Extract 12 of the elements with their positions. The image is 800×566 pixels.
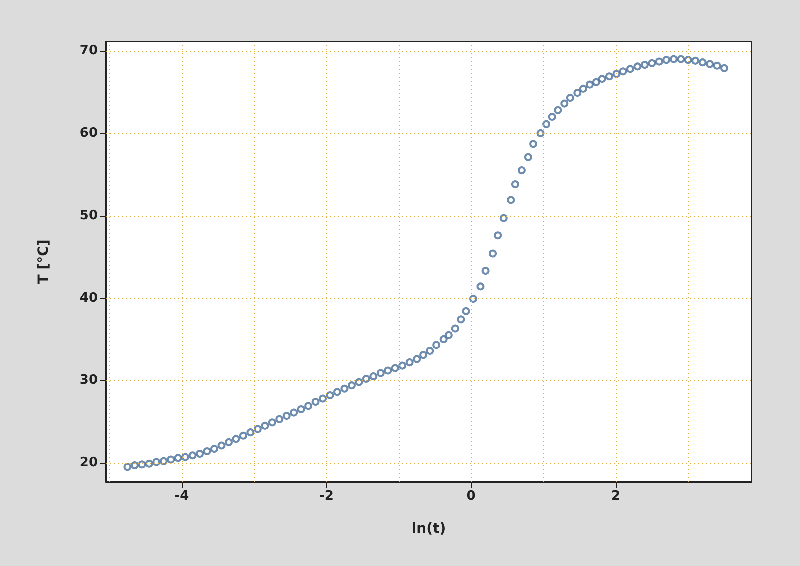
x-tick-label: 2 [611, 489, 621, 504]
y-tick-label: 50 [80, 208, 98, 224]
y-tick-label: 40 [80, 290, 98, 306]
y-tick-label: 60 [80, 126, 98, 141]
x-axis-title: ln(t) [412, 521, 446, 537]
x-tick-label: 0 [466, 489, 476, 504]
x-tick-label: -2 [319, 489, 334, 504]
y-axis-title: T [°C] [36, 240, 52, 284]
y-tick-label: 20 [80, 456, 98, 471]
y-tick-label: 30 [80, 373, 98, 388]
y-tick-label: 70 [80, 44, 98, 59]
x-tick-label: -4 [174, 489, 190, 504]
